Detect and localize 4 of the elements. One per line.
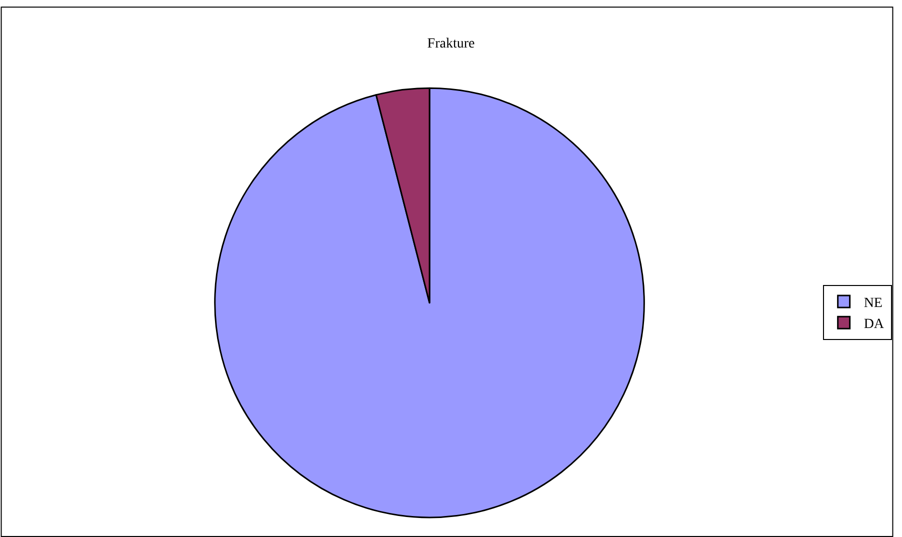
chart-title: Frakture [427, 36, 475, 52]
legend-label: DA [864, 317, 885, 332]
legend-label: NE [864, 296, 882, 311]
pie-slice [214, 87, 645, 518]
